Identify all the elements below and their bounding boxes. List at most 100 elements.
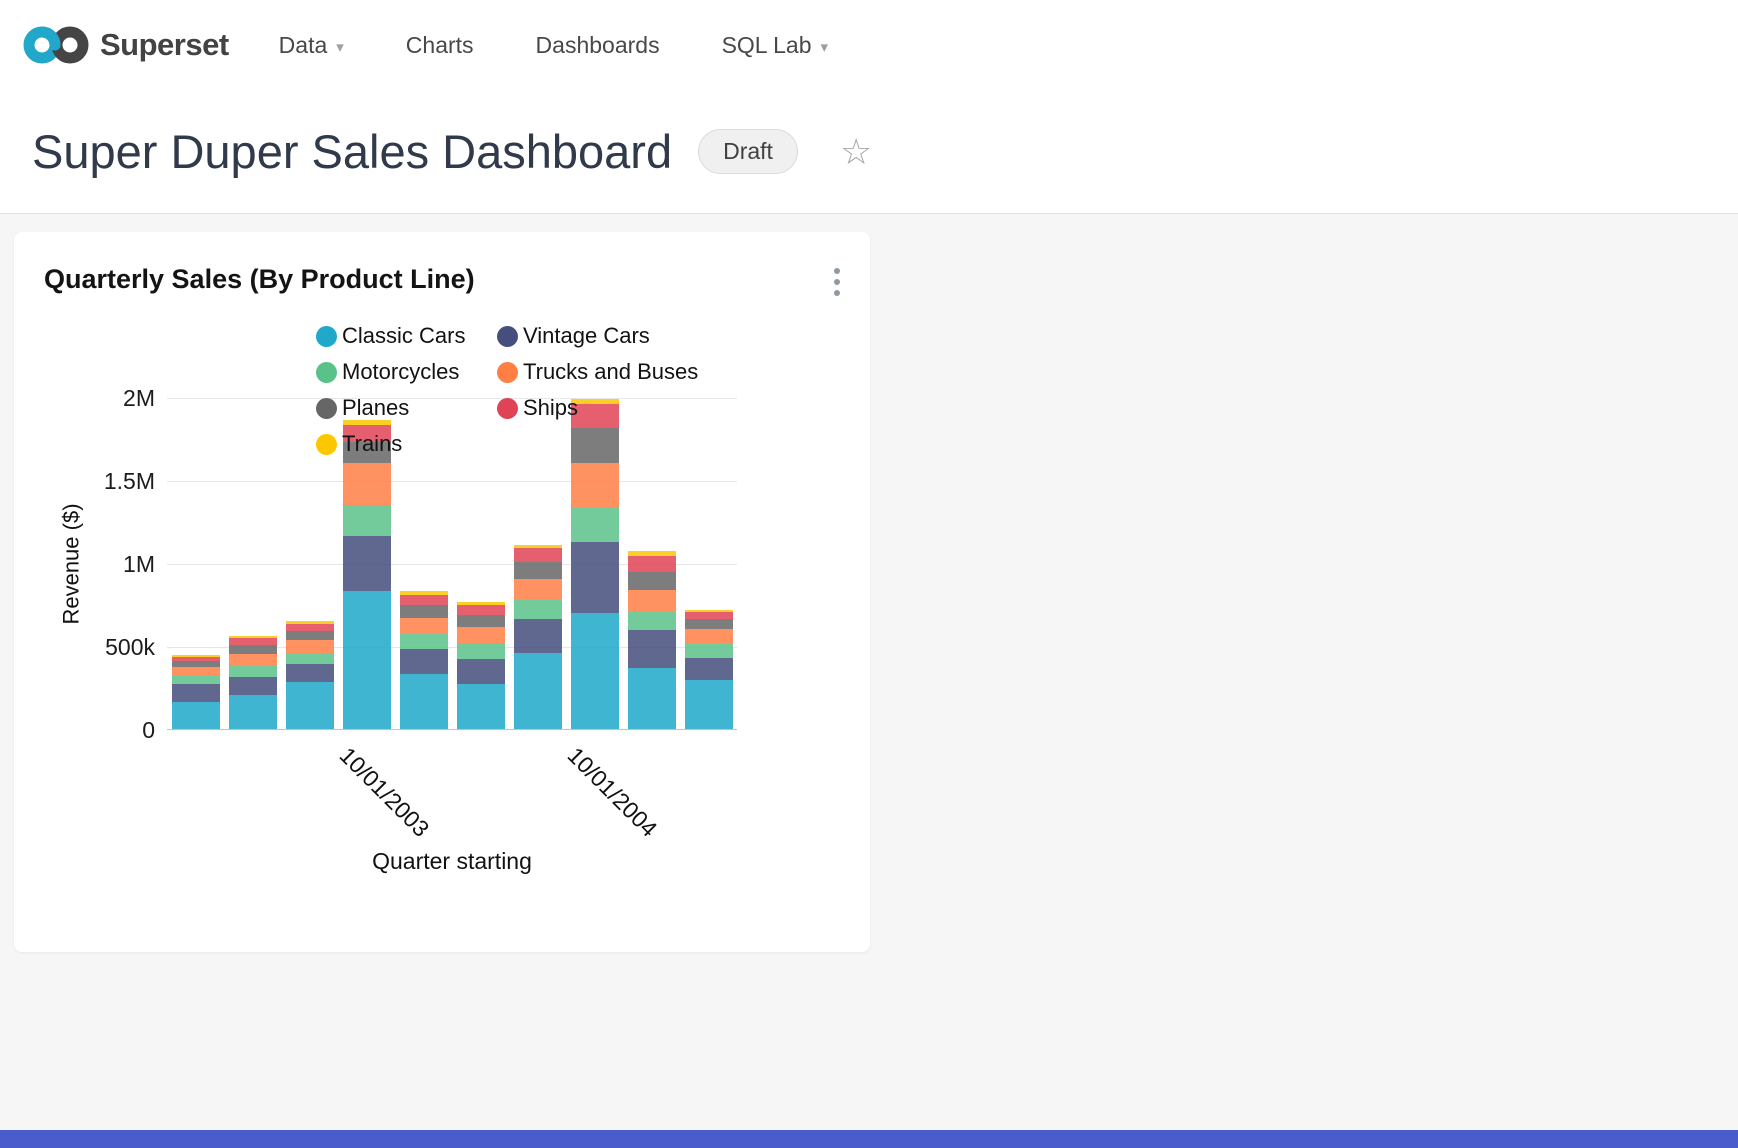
bar-segment[interactable] <box>627 590 676 612</box>
bar-segment[interactable] <box>399 674 448 729</box>
bar-segment[interactable] <box>684 658 733 681</box>
chart-card: Quarterly Sales (By Product Line) Classi… <box>14 232 870 952</box>
stacked-bar-1[interactable] <box>228 635 277 729</box>
bar-segment[interactable] <box>228 638 277 645</box>
bar-segment[interactable] <box>570 462 619 508</box>
legend-item-trucks-and-buses[interactable]: Trucks and Buses <box>497 359 698 384</box>
bar-segment[interactable] <box>570 507 619 543</box>
stacked-bar-8[interactable] <box>627 551 676 729</box>
legend-item-classic-cars[interactable]: Classic Cars <box>316 323 497 348</box>
bar-segment[interactable] <box>285 664 334 682</box>
legend-item-vintage-cars[interactable]: Vintage Cars <box>497 323 698 348</box>
bar-segment[interactable] <box>627 555 676 573</box>
bar-segment[interactable] <box>627 667 676 729</box>
bar-segment[interactable] <box>456 659 505 685</box>
bar-segment[interactable] <box>399 590 448 595</box>
bar-segment[interactable] <box>627 630 676 668</box>
bar-segment[interactable] <box>513 619 562 654</box>
bar-segment[interactable] <box>285 652 334 665</box>
bar-segment[interactable] <box>171 667 220 677</box>
bar-segment[interactable] <box>228 676 277 695</box>
bar-segment[interactable] <box>399 648 448 675</box>
superset-logo[interactable]: Superset <box>20 21 229 69</box>
stacked-bar-4[interactable] <box>399 590 448 729</box>
stacked-bar-5[interactable] <box>456 601 505 729</box>
legend-dot <box>316 433 337 455</box>
bar-segment[interactable] <box>171 661 220 668</box>
bar-segment[interactable] <box>456 601 505 606</box>
bar-segment[interactable] <box>228 654 277 666</box>
bar-segment[interactable] <box>399 604 448 618</box>
bar-segment[interactable] <box>684 611 733 620</box>
bar-segment[interactable] <box>513 544 562 549</box>
bar-segment[interactable] <box>456 614 505 628</box>
bar-segment[interactable] <box>228 665 277 677</box>
bar-segment[interactable] <box>342 441 391 464</box>
stacked-bar-3[interactable] <box>342 420 391 729</box>
bar-segment[interactable] <box>285 623 334 631</box>
bar-segment[interactable] <box>342 420 391 426</box>
bar-segment[interactable] <box>399 594 448 605</box>
bar-segment[interactable] <box>228 694 277 729</box>
bar-segment[interactable] <box>684 643 733 659</box>
bar-segment[interactable] <box>627 572 676 591</box>
bar-segment[interactable] <box>570 542 619 613</box>
stacked-bar-0[interactable] <box>171 655 220 729</box>
bar-segment[interactable] <box>285 630 334 641</box>
bar-segment[interactable] <box>342 463 391 505</box>
nav-item-data[interactable]: Data ▾ <box>279 32 344 59</box>
bar-segment[interactable] <box>570 612 619 729</box>
bar-segment[interactable] <box>456 627 505 643</box>
bar-segment[interactable] <box>342 536 391 592</box>
bar-segment[interactable] <box>570 403 619 428</box>
bar-segment[interactable] <box>684 629 733 644</box>
top-nav: Superset Data ▾ Charts Dashboards SQL La… <box>0 0 1738 90</box>
legend-item-trains[interactable]: Trains <box>316 431 497 456</box>
bar-segment[interactable] <box>570 398 619 404</box>
bar-segment[interactable] <box>342 425 391 442</box>
bar-segment[interactable] <box>456 684 505 729</box>
stacked-bar-9[interactable] <box>684 609 733 729</box>
bar-segment[interactable] <box>342 591 391 729</box>
bar-segment[interactable] <box>513 578 562 600</box>
bar-segment[interactable] <box>570 427 619 463</box>
bar-segment[interactable] <box>399 633 448 649</box>
bar-segment[interactable] <box>684 609 733 612</box>
stacked-bar-2[interactable] <box>285 621 334 729</box>
nav-item-sql-lab[interactable]: SQL Lab ▾ <box>722 32 828 59</box>
bar-segment[interactable] <box>684 619 733 630</box>
bar-segment[interactable] <box>171 676 220 685</box>
chart-title: Quarterly Sales (By Product Line) <box>44 264 475 294</box>
bar-segment[interactable] <box>228 644 277 655</box>
bar-segment[interactable] <box>228 635 277 639</box>
bar-slot <box>281 398 338 729</box>
bar-segment[interactable] <box>171 684 220 702</box>
bar-segment[interactable] <box>456 642 505 660</box>
bar-segment[interactable] <box>171 656 220 662</box>
bar-segment[interactable] <box>285 621 334 624</box>
bar-segment[interactable] <box>627 612 676 631</box>
bar-segment[interactable] <box>684 680 733 729</box>
bar-segment[interactable] <box>399 617 448 634</box>
bar-segment[interactable] <box>627 551 676 556</box>
chart-options-menu-icon[interactable] <box>830 264 844 300</box>
legend-item-ships[interactable]: Ships <box>497 395 698 420</box>
stacked-bar-6[interactable] <box>513 544 562 729</box>
legend-item-planes[interactable]: Planes <box>316 395 497 420</box>
bar-segment[interactable] <box>513 562 562 579</box>
nav-item-dashboards[interactable]: Dashboards <box>536 32 660 59</box>
favorite-star-icon[interactable]: ☆ <box>839 130 873 172</box>
nav-item-charts[interactable]: Charts <box>406 32 474 59</box>
bar-segment[interactable] <box>342 504 391 537</box>
bar-segment[interactable] <box>285 681 334 729</box>
bar-segment[interactable] <box>513 653 562 729</box>
bar-segment[interactable] <box>456 605 505 615</box>
kebab-dot <box>834 290 840 296</box>
bar-segment[interactable] <box>513 548 562 563</box>
bar-segment[interactable] <box>513 599 562 620</box>
bar-segment[interactable] <box>171 655 220 657</box>
bar-segment[interactable] <box>171 701 220 729</box>
stacked-bar-7[interactable] <box>570 398 619 729</box>
bar-segment[interactable] <box>285 640 334 653</box>
legend-item-motorcycles[interactable]: Motorcycles <box>316 359 497 384</box>
